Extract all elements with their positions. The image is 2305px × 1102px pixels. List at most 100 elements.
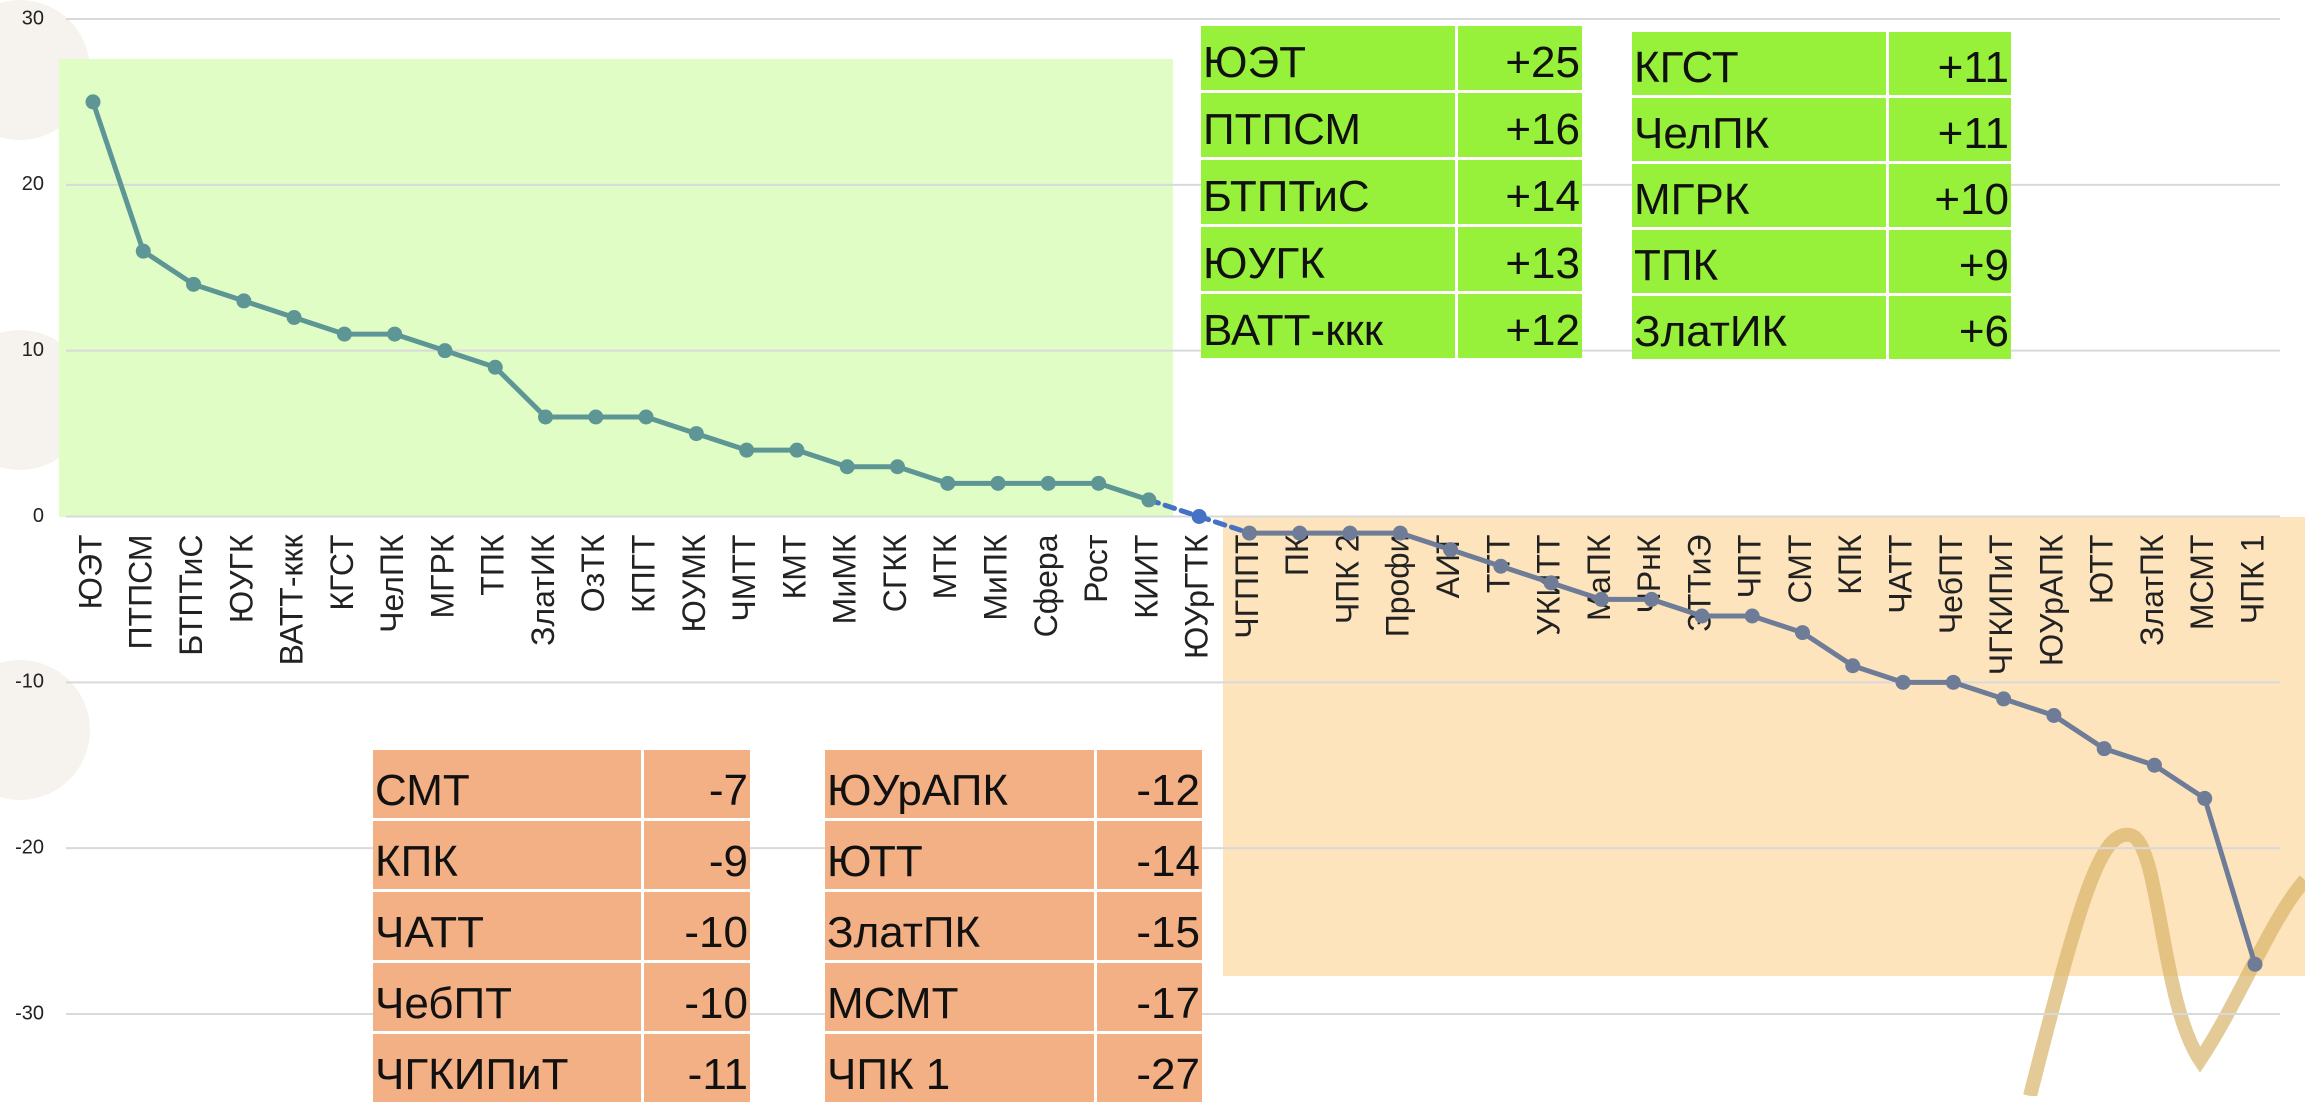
table-name-cell: ЮЭТ xyxy=(1201,26,1455,90)
table-value-cell: -10 xyxy=(644,892,750,960)
decor xyxy=(0,660,90,800)
table-value-cell: +6 xyxy=(1889,296,2011,359)
x-tick-label: ПК xyxy=(1279,534,1315,576)
x-tick-label: МаПК xyxy=(1581,534,1617,621)
y-tick-label: 20 xyxy=(22,173,44,195)
table-name-cell: СМТ xyxy=(373,750,641,818)
x-tick-label: ЧГКИПиТ xyxy=(1983,534,2019,675)
y-tick-label: -30 xyxy=(15,1002,44,1024)
data-point xyxy=(1694,609,1709,624)
data-point xyxy=(1192,509,1207,524)
table-name-cell: КГСТ xyxy=(1632,32,1886,95)
table-value-cell: -17 xyxy=(1097,963,1202,1031)
x-tick-label: СМТ xyxy=(1782,535,1818,604)
x-tick-label: ПТПСМ xyxy=(123,535,159,650)
x-tick-label: ЗлатПК xyxy=(2134,534,2170,646)
data-point xyxy=(1493,559,1508,574)
table-name-cell: ЗлатИК xyxy=(1632,296,1886,359)
x-tick-label: МСМТ xyxy=(2184,535,2220,631)
data-point xyxy=(1795,625,1810,640)
data-point xyxy=(689,426,704,441)
data-point xyxy=(2197,791,2212,806)
x-tick-label: ЗлатИК xyxy=(525,534,561,646)
data-point xyxy=(387,327,402,342)
data-point xyxy=(1041,476,1056,491)
table-name-cell: ЮТТ xyxy=(825,821,1094,889)
table-name-cell: МГРК xyxy=(1632,164,1886,227)
table-name-cell: ВАТТ-ккк xyxy=(1201,294,1455,358)
x-tick-label: ЧГППТ xyxy=(1229,535,1265,639)
x-tick-label: КПК xyxy=(1832,534,1868,595)
y-tick-label: 0 xyxy=(33,505,44,527)
data-point xyxy=(1141,492,1156,507)
y-tick-label: 30 xyxy=(22,7,44,29)
data-point xyxy=(1091,476,1106,491)
x-tick-label: МиМК xyxy=(827,534,863,624)
y-tick-label: 10 xyxy=(22,339,44,361)
x-tick-label: ЮУГК xyxy=(223,534,259,623)
table-name-cell: ТПК xyxy=(1632,230,1886,293)
data-point xyxy=(186,277,201,292)
data-point xyxy=(437,343,452,358)
x-tick-label: КГСТ xyxy=(324,535,360,611)
data-point xyxy=(588,410,603,425)
x-tick-label: МТК xyxy=(927,534,963,599)
data-point xyxy=(2046,708,2061,723)
x-tick-label: ЧПТ xyxy=(1732,535,1768,599)
x-tick-label: ЧебПТ xyxy=(1933,535,1969,635)
x-tick-label: ЧелПК xyxy=(374,534,410,633)
x-tick-label: ВАТТ-ккк xyxy=(274,534,310,666)
data-point xyxy=(2248,957,2263,972)
table-value-cell: -11 xyxy=(644,1034,750,1102)
x-tick-label: ЧАТТ xyxy=(1882,535,1918,614)
data-point xyxy=(1745,609,1760,624)
x-tick-label: ЮТТ xyxy=(2084,535,2120,605)
data-point xyxy=(1644,592,1659,607)
x-tick-label: ЮУрГТК xyxy=(1179,534,1215,659)
table-value-cell: +14 xyxy=(1458,160,1582,224)
x-tick-label: ЧПК 1 xyxy=(2234,535,2270,625)
table-name-cell: ЧГКИПиТ xyxy=(373,1034,641,1102)
table-name-cell: КПК xyxy=(373,821,641,889)
x-tick-label: МиПК xyxy=(977,534,1013,621)
table-name-cell: ЮУрАПК xyxy=(825,750,1094,818)
x-tick-label: Рост xyxy=(1078,534,1114,603)
x-tick-label: Сфера xyxy=(1028,534,1064,637)
table-value-cell: +25 xyxy=(1458,26,1582,90)
data-point xyxy=(1342,526,1357,541)
y-tick-label: -10 xyxy=(15,671,44,693)
data-point xyxy=(1443,542,1458,557)
table-name-cell: БТПТиС xyxy=(1201,160,1455,224)
data-point xyxy=(639,410,654,425)
x-tick-label: ТПК xyxy=(475,534,511,596)
table-name-cell: МСМТ xyxy=(825,963,1094,1031)
x-tick-label: ЮУМК xyxy=(676,534,712,632)
data-point xyxy=(1242,526,1257,541)
x-tick-label: СГКК xyxy=(877,534,913,612)
table-value-cell: -14 xyxy=(1097,821,1202,889)
data-point xyxy=(86,94,101,109)
data-point xyxy=(789,443,804,458)
data-point xyxy=(840,459,855,474)
data-point xyxy=(488,360,503,375)
positive-region xyxy=(59,59,1173,517)
x-tick-label: БТПТиС xyxy=(173,535,209,656)
page: -30-20-100102030ЮЭТПТПСМБТПТиСЮУГКВАТТ-к… xyxy=(0,0,2305,1096)
data-point xyxy=(1544,575,1559,590)
table-value-cell: -7 xyxy=(644,750,750,818)
data-point xyxy=(739,443,754,458)
data-point xyxy=(1996,691,2011,706)
data-point xyxy=(337,327,352,342)
x-tick-label: ЧПК 2 xyxy=(1329,535,1365,625)
x-tick-label: ЧМТТ xyxy=(726,535,762,622)
table-name-cell: ЧАТТ xyxy=(373,892,641,960)
x-tick-label: ЮУрАПК xyxy=(2033,534,2069,666)
x-tick-label: КПГТ xyxy=(626,535,662,614)
table-value-cell: -15 xyxy=(1097,892,1202,960)
table-name-cell: ЧебПТ xyxy=(373,963,641,1031)
table-name-cell: ЧПК 1 xyxy=(825,1034,1094,1102)
